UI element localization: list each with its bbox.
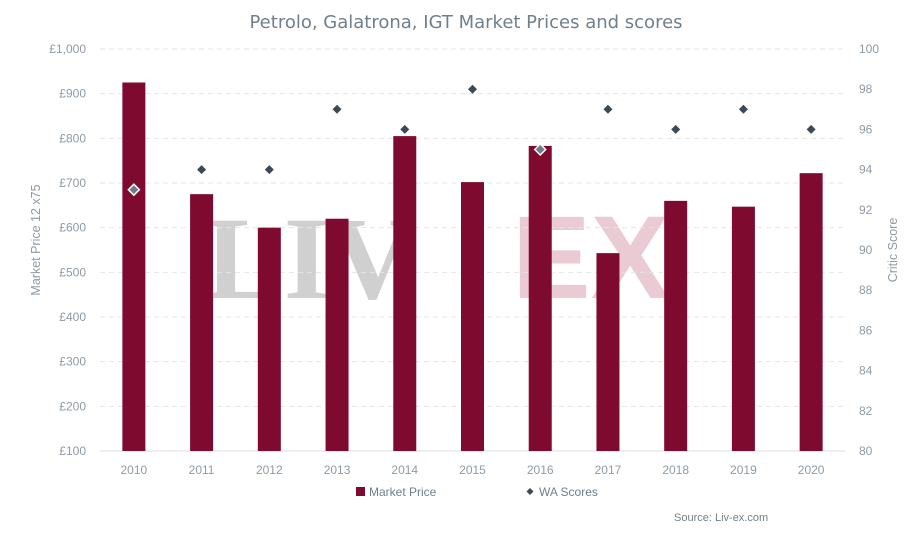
y-tick-label-right: 88 <box>859 283 873 297</box>
point-wa-score-2017 <box>603 104 613 114</box>
x-tick-label: 2011 <box>189 463 215 477</box>
y-tick-label-right: 92 <box>859 203 873 217</box>
point-wa-score-2016 <box>533 142 547 157</box>
x-tick-label: 2014 <box>391 463 418 477</box>
x-tick-label: 2015 <box>459 463 486 477</box>
point-wa-score-2018 <box>671 124 681 134</box>
point-wa-score-2012 <box>264 165 274 175</box>
y-axis-title-right: Critic Score <box>886 218 900 283</box>
y-tick-label-right: 84 <box>859 364 873 378</box>
bar-market-price-2019 <box>731 206 755 451</box>
point-wa-score-2014 <box>400 124 410 134</box>
bar-market-price-2010 <box>122 82 146 451</box>
point-wa-score-2019 <box>738 104 748 114</box>
x-tick-label: 2019 <box>730 463 757 477</box>
y-tick-label-right: 94 <box>859 163 873 177</box>
point-wa-score-2015 <box>468 84 477 94</box>
y-tick-label-right: 86 <box>859 323 873 337</box>
watermark-liv: LIV <box>205 193 415 324</box>
point-wa-score-2013 <box>332 104 342 114</box>
legend: Market Price WA Scores <box>356 485 598 499</box>
y-tick-label-right: 96 <box>859 122 873 136</box>
y-tick-label-right: 80 <box>859 444 873 458</box>
bar-market-price-2015 <box>461 182 484 451</box>
x-tick-label: 2018 <box>662 463 689 477</box>
y-tick-label-left: £700 <box>59 176 86 190</box>
x-tick-label: 2010 <box>121 463 148 477</box>
legend-swatch-market-price <box>356 487 365 496</box>
bar-market-price-2012 <box>257 227 281 451</box>
point-wa-score-2020 <box>806 124 816 134</box>
bar-market-price-2016 <box>528 145 552 451</box>
legend-swatch-wa-scores <box>526 488 534 495</box>
x-tick-label: 2012 <box>256 463 283 477</box>
right-axis-ticks: 80 82 84 86 88 90 92 94 96 98 100 <box>859 42 879 458</box>
bar-market-price-2013 <box>325 218 349 451</box>
y-tick-label-left: £900 <box>59 87 86 101</box>
x-axis-ticks: 2010 2011 2012 2013 2014 2015 2016 2017 2018 2019… <box>121 463 825 477</box>
legend-label-market-price: Market Price <box>369 485 437 499</box>
bar-market-price-2014 <box>393 136 417 451</box>
x-tick-label: 2020 <box>798 463 825 477</box>
point-wa-score-2010 <box>127 183 141 197</box>
y-tick-label-left: £1,000 <box>49 42 86 56</box>
bar-market-price-2020 <box>799 173 823 451</box>
y-tick-label-left: £400 <box>59 310 86 324</box>
y-axis-title-left: Market Price 12 x75 <box>29 184 43 295</box>
x-tick-label: 2013 <box>324 463 351 477</box>
bar-market-price-2017 <box>596 253 620 451</box>
point-wa-score-2011 <box>197 165 207 175</box>
legend-label-wa-scores: WA Scores <box>539 485 598 499</box>
y-tick-label-left: £600 <box>59 221 86 235</box>
y-tick-label-left: £200 <box>59 399 86 413</box>
y-tick-label-left: £300 <box>59 355 86 369</box>
x-tick-label: 2016 <box>527 463 554 477</box>
y-tick-label-left: £100 <box>59 444 86 458</box>
y-tick-label-right: 98 <box>859 82 873 96</box>
chart-title: Petrolo, Galatrona, IGT Market Prices an… <box>249 12 682 33</box>
source-note: Source: Liv-ex.com <box>674 512 768 524</box>
y-tick-label-left: £500 <box>59 265 86 279</box>
score-series <box>127 84 816 197</box>
y-tick-label-right: 90 <box>859 243 873 257</box>
bar-series <box>122 82 823 451</box>
y-tick-label-right: 82 <box>859 404 873 418</box>
y-tick-label-left: £800 <box>59 131 86 145</box>
x-tick-label: 2017 <box>595 463 622 477</box>
y-tick-label-right: 100 <box>859 42 879 56</box>
bar-market-price-2018 <box>664 200 688 451</box>
bar-market-price-2011 <box>190 194 214 451</box>
left-axis-ticks: £100 £200 £300 £400 £500 £600 £700 £800 £900 £1,0… <box>49 42 86 458</box>
